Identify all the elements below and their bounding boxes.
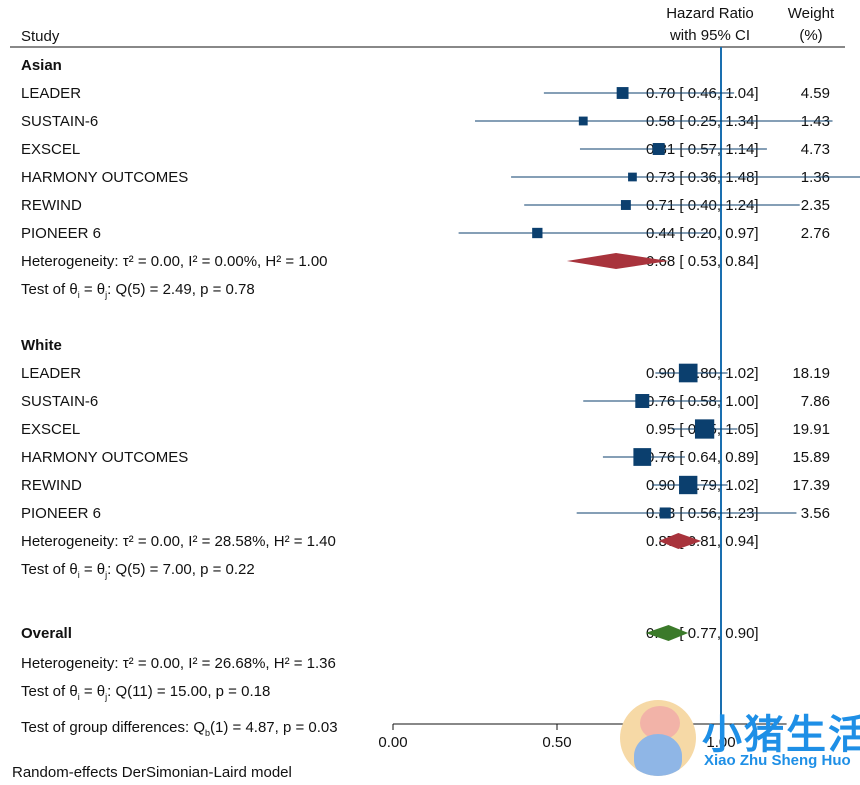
heterogeneity-text: Heterogeneity: τ² = 0.00, I² = 28.58%, H… xyxy=(21,533,336,550)
pig-mascot-icon xyxy=(620,700,696,776)
study-weight: 3.56 xyxy=(801,505,830,522)
subgroup-diamond xyxy=(658,533,702,549)
study-name: HARMONY OUTCOMES xyxy=(21,169,188,186)
header-ci: with 95% CI xyxy=(669,27,750,44)
study-marker xyxy=(633,448,652,466)
group-difference-test-text: Test of group differences: Qb(1) = 4.87,… xyxy=(21,719,338,738)
homogeneity-test-text: Test of θi = θj: Q(5) = 7.00, p = 0.22 xyxy=(21,561,255,580)
study-name: EXSCEL xyxy=(21,421,80,438)
study-name: PIONEER 6 xyxy=(21,225,101,242)
study-marker xyxy=(659,507,671,519)
study-name: LEADER xyxy=(21,365,81,382)
header-hazard-ratio: Hazard Ratio xyxy=(666,5,754,22)
overall-diamond xyxy=(645,625,689,641)
x-tick-label: 0.00 xyxy=(378,734,407,751)
study-weight: 7.86 xyxy=(801,393,830,410)
study-weight: 4.73 xyxy=(801,141,830,158)
group-title: White xyxy=(21,337,62,354)
study-weight: 17.39 xyxy=(792,477,830,494)
study-ci-text: 0.76 [ 0.64, 0.89] xyxy=(646,449,759,466)
study-weight: 19.91 xyxy=(792,421,830,438)
study-weight: 2.35 xyxy=(801,197,830,214)
study-weight: 4.59 xyxy=(801,85,830,102)
study-name: LEADER xyxy=(21,85,81,102)
study-marker xyxy=(635,394,650,408)
study-name: REWIND xyxy=(21,477,82,494)
study-marker xyxy=(679,475,698,495)
study-marker xyxy=(532,227,543,239)
header-weight-unit: (%) xyxy=(799,27,822,44)
watermark-logo: 小猪生活 Xiao Zhu Sheng Huo xyxy=(620,700,860,780)
overall-title: Overall xyxy=(21,625,72,642)
study-name: SUSTAIN-6 xyxy=(21,113,98,130)
header-study: Study xyxy=(21,28,60,45)
watermark-title: 小猪生活 xyxy=(702,712,860,758)
heterogeneity-text: Heterogeneity: τ² = 0.00, I² = 0.00%, H²… xyxy=(21,253,328,270)
study-marker xyxy=(578,116,588,126)
model-footnote: Random-effects DerSimonian-Laird model xyxy=(12,764,292,781)
study-marker xyxy=(628,172,637,182)
study-weight: 18.19 xyxy=(792,365,830,382)
study-name: HARMONY OUTCOMES xyxy=(21,449,188,466)
watermark-subtitle: Xiao Zhu Sheng Huo xyxy=(704,752,851,769)
study-name: EXSCEL xyxy=(21,141,80,158)
study-marker xyxy=(694,419,715,439)
study-marker xyxy=(678,363,698,383)
study-name: PIONEER 6 xyxy=(21,505,101,522)
x-tick-label: 0.50 xyxy=(542,734,571,751)
header-weight: Weight xyxy=(788,5,835,22)
study-weight: 2.76 xyxy=(801,225,830,242)
homogeneity-test-text: Test of θi = θj: Q(5) = 2.49, p = 0.78 xyxy=(21,281,255,300)
x-tick-label: 1.00 xyxy=(706,734,735,751)
group-title: Asian xyxy=(21,57,62,74)
subgroup-diamond xyxy=(566,253,669,269)
study-weight: 15.89 xyxy=(792,449,830,466)
overall-heterogeneity-text: Heterogeneity: τ² = 0.00, I² = 26.68%, H… xyxy=(21,655,336,672)
pooled-ci-text: 0.68 [ 0.53, 0.84] xyxy=(646,253,759,270)
study-name: REWIND xyxy=(21,197,82,214)
study-marker xyxy=(652,143,665,155)
study-name: SUSTAIN-6 xyxy=(21,393,98,410)
overall-homogeneity-test-text: Test of θi = θj: Q(11) = 15.00, p = 0.18 xyxy=(21,683,270,702)
study-marker xyxy=(616,87,629,99)
study-marker xyxy=(620,200,631,210)
